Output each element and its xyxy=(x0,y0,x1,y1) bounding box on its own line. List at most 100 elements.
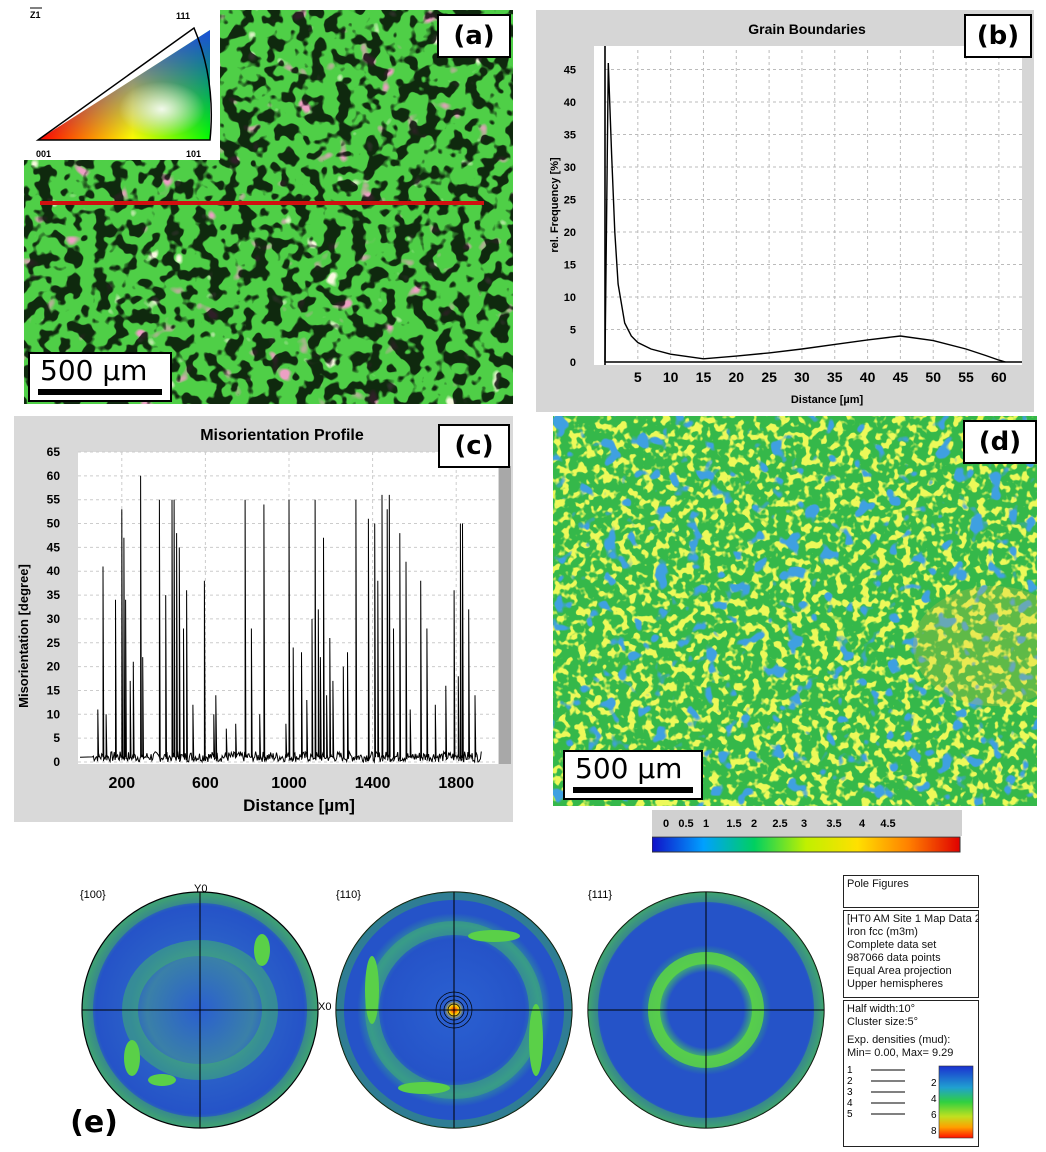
ipf-orientation-map xyxy=(24,10,513,404)
info-line: Upper hemispheres xyxy=(847,978,943,990)
x-tick-label: 1800 xyxy=(438,775,474,792)
pole-label-100: {100} xyxy=(80,889,106,901)
y-tick-label: 30 xyxy=(47,612,61,626)
y-tick-label: 15 xyxy=(564,260,576,272)
y-tick-label: 10 xyxy=(47,707,61,721)
y-tick-label: 0 xyxy=(53,755,60,769)
pole-figures: {100} {110} {111} Y0 X0 xyxy=(80,883,825,1129)
scale-bar-a: 500 μm xyxy=(28,352,172,402)
grain-boundaries-series-line xyxy=(604,62,1006,363)
legend-tick: 6 xyxy=(931,1110,937,1121)
pole-axis-x: X0 xyxy=(318,1001,331,1013)
grain-boundaries-chart: 5 10 15 20 25 30 35 40 45 50 55 60 0 5 10 15 20 25 30 35 40 4… xyxy=(536,10,1034,412)
x-tick-label: 35 xyxy=(827,369,843,385)
pole-axis-y: Y0 xyxy=(194,883,207,895)
x-tick-label: 40 xyxy=(860,369,876,385)
pole-figure-title-box: Pole Figures xyxy=(843,875,979,908)
panel-c-misorientation: 200 600 1000 1400 1800 0 5 10 15 20 25 30 35 40 45 50 55… xyxy=(14,416,513,822)
info-line: Iron fcc (m3m) xyxy=(847,926,918,938)
ipf-001-label: 001 xyxy=(36,149,51,159)
panel-a-ipf-map: Z1 001 101 111 (a) 500 μm xyxy=(0,0,513,404)
panel-d-label: (d) xyxy=(963,420,1037,464)
scale-bar-label: 500 μm xyxy=(40,354,148,387)
ipf-101-label: 101 xyxy=(186,149,201,159)
ipf-111-label: 111 xyxy=(176,11,190,21)
x-tick-label: 55 xyxy=(958,369,974,385)
colorbar-gradient xyxy=(651,836,961,853)
scale-bar-line xyxy=(38,389,162,395)
line-scan-marker xyxy=(40,201,484,205)
colorbar-tick: 3 xyxy=(801,818,807,830)
panel-e-label: (e) xyxy=(70,1104,118,1140)
x-tick-label: 15 xyxy=(696,369,712,385)
ipf-axis-label: Z1 xyxy=(30,10,41,20)
y-tick-label: 25 xyxy=(564,195,576,207)
y-tick-label: 0 xyxy=(570,357,576,369)
colorbar-tick: 0.5 xyxy=(678,818,693,830)
scale-bar-line xyxy=(573,787,693,793)
x-tick-label: 60 xyxy=(991,369,1007,385)
ipf-legend: Z1 001 101 111 xyxy=(0,0,220,160)
info-line: Complete data set xyxy=(847,939,937,951)
chart-b-ylabel: rel. Frequency [%] xyxy=(549,157,561,253)
panel-b-label: (b) xyxy=(964,14,1032,58)
contour-level: 5 xyxy=(847,1109,853,1120)
pole-figure-density-box: Half width:10° Cluster size:5° Exp. dens… xyxy=(843,1000,979,1147)
contour-level: 2 xyxy=(847,1076,853,1087)
colorbar-tick: 1.5 xyxy=(726,818,741,830)
x-tick-label: 45 xyxy=(893,369,909,385)
panel-d-kam-map: (d) 500 μm xyxy=(553,416,1046,806)
chart-c-xlabel: Distance [µm] xyxy=(243,796,355,815)
legend-tick: 4 xyxy=(931,1094,937,1105)
panel-b-grain-boundaries: 5 10 15 20 25 30 35 40 45 50 55 60 0 5 10 15 20 25 30 35 40 4… xyxy=(536,10,1034,412)
x-tick-label: 1000 xyxy=(271,775,307,792)
half-width: Half width:10° xyxy=(847,1003,915,1015)
pole-label-110: {110} xyxy=(336,889,361,901)
x-tick-label: 50 xyxy=(925,369,941,385)
colorbar-tick: 0 xyxy=(663,818,669,830)
colorbar-tick: 4 xyxy=(859,818,866,830)
chart-c-title: Misorientation Profile xyxy=(200,427,364,444)
y-tick-label: 40 xyxy=(564,97,576,109)
colorbar-tick: 4.5 xyxy=(880,818,895,830)
x-tick-label: 5 xyxy=(634,369,642,385)
y-tick-label: 5 xyxy=(53,731,60,745)
y-tick-label: 35 xyxy=(47,588,61,602)
y-tick-label: 40 xyxy=(47,564,61,578)
info-line: 987066 data points xyxy=(847,952,941,964)
colorbar-tick: 2 xyxy=(751,818,757,830)
kam-map-image xyxy=(553,416,1046,806)
pole-figure-110 xyxy=(335,891,573,1129)
colorbar-tick: 2.5 xyxy=(772,818,787,830)
x-tick-label: 10 xyxy=(663,369,679,385)
y-tick-label: 55 xyxy=(47,493,61,507)
misorientation-profile-chart: 200 600 1000 1400 1800 0 5 10 15 20 25 30 35 40 45 50 55… xyxy=(14,416,513,822)
info-line: [HT0 AM Site 1 Map Data 20.c xyxy=(847,913,978,925)
y-tick-label: 65 xyxy=(47,445,61,459)
panel-c-label: (c) xyxy=(438,424,510,468)
colorbar-tick: 3.5 xyxy=(826,818,841,830)
y-tick-label: 15 xyxy=(47,683,61,697)
densities-title: Exp. densities (mud): xyxy=(847,1034,951,1046)
pole-figure-100 xyxy=(81,891,319,1129)
x-tick-label: 25 xyxy=(761,369,777,385)
y-tick-label: 45 xyxy=(47,540,61,554)
y-tick-label: 20 xyxy=(47,660,61,674)
pole-figure-title: Pole Figures xyxy=(847,878,909,890)
kam-colorbar: 0 0.5 1 1.5 2 2.5 3 3.5 4 4.5 xyxy=(651,810,962,854)
pole-figure-info-box: [HT0 AM Site 1 Map Data 20.c Iron fcc (m… xyxy=(843,910,979,998)
info-line: Equal Area projection xyxy=(847,965,952,977)
contour-level: 1 xyxy=(847,1065,853,1076)
chart-b-title: Grain Boundaries xyxy=(748,21,866,37)
scale-bar-d: 500 μm xyxy=(563,750,703,800)
y-tick-label: 20 xyxy=(564,227,576,239)
chart-c-ylabel: Misorientation [degree] xyxy=(16,564,31,708)
y-tick-label: 5 xyxy=(570,325,576,337)
contour-level: 4 xyxy=(847,1098,853,1109)
panel-a-label: (a) xyxy=(437,14,511,58)
density-legend: 1 2 3 4 5 2 4 6 8 xyxy=(847,1065,974,1139)
colorbar-tick: 1 xyxy=(703,818,709,830)
y-tick-label: 60 xyxy=(47,469,61,483)
y-tick-label: 30 xyxy=(564,162,576,174)
pole-label-111: {111} xyxy=(588,889,612,901)
